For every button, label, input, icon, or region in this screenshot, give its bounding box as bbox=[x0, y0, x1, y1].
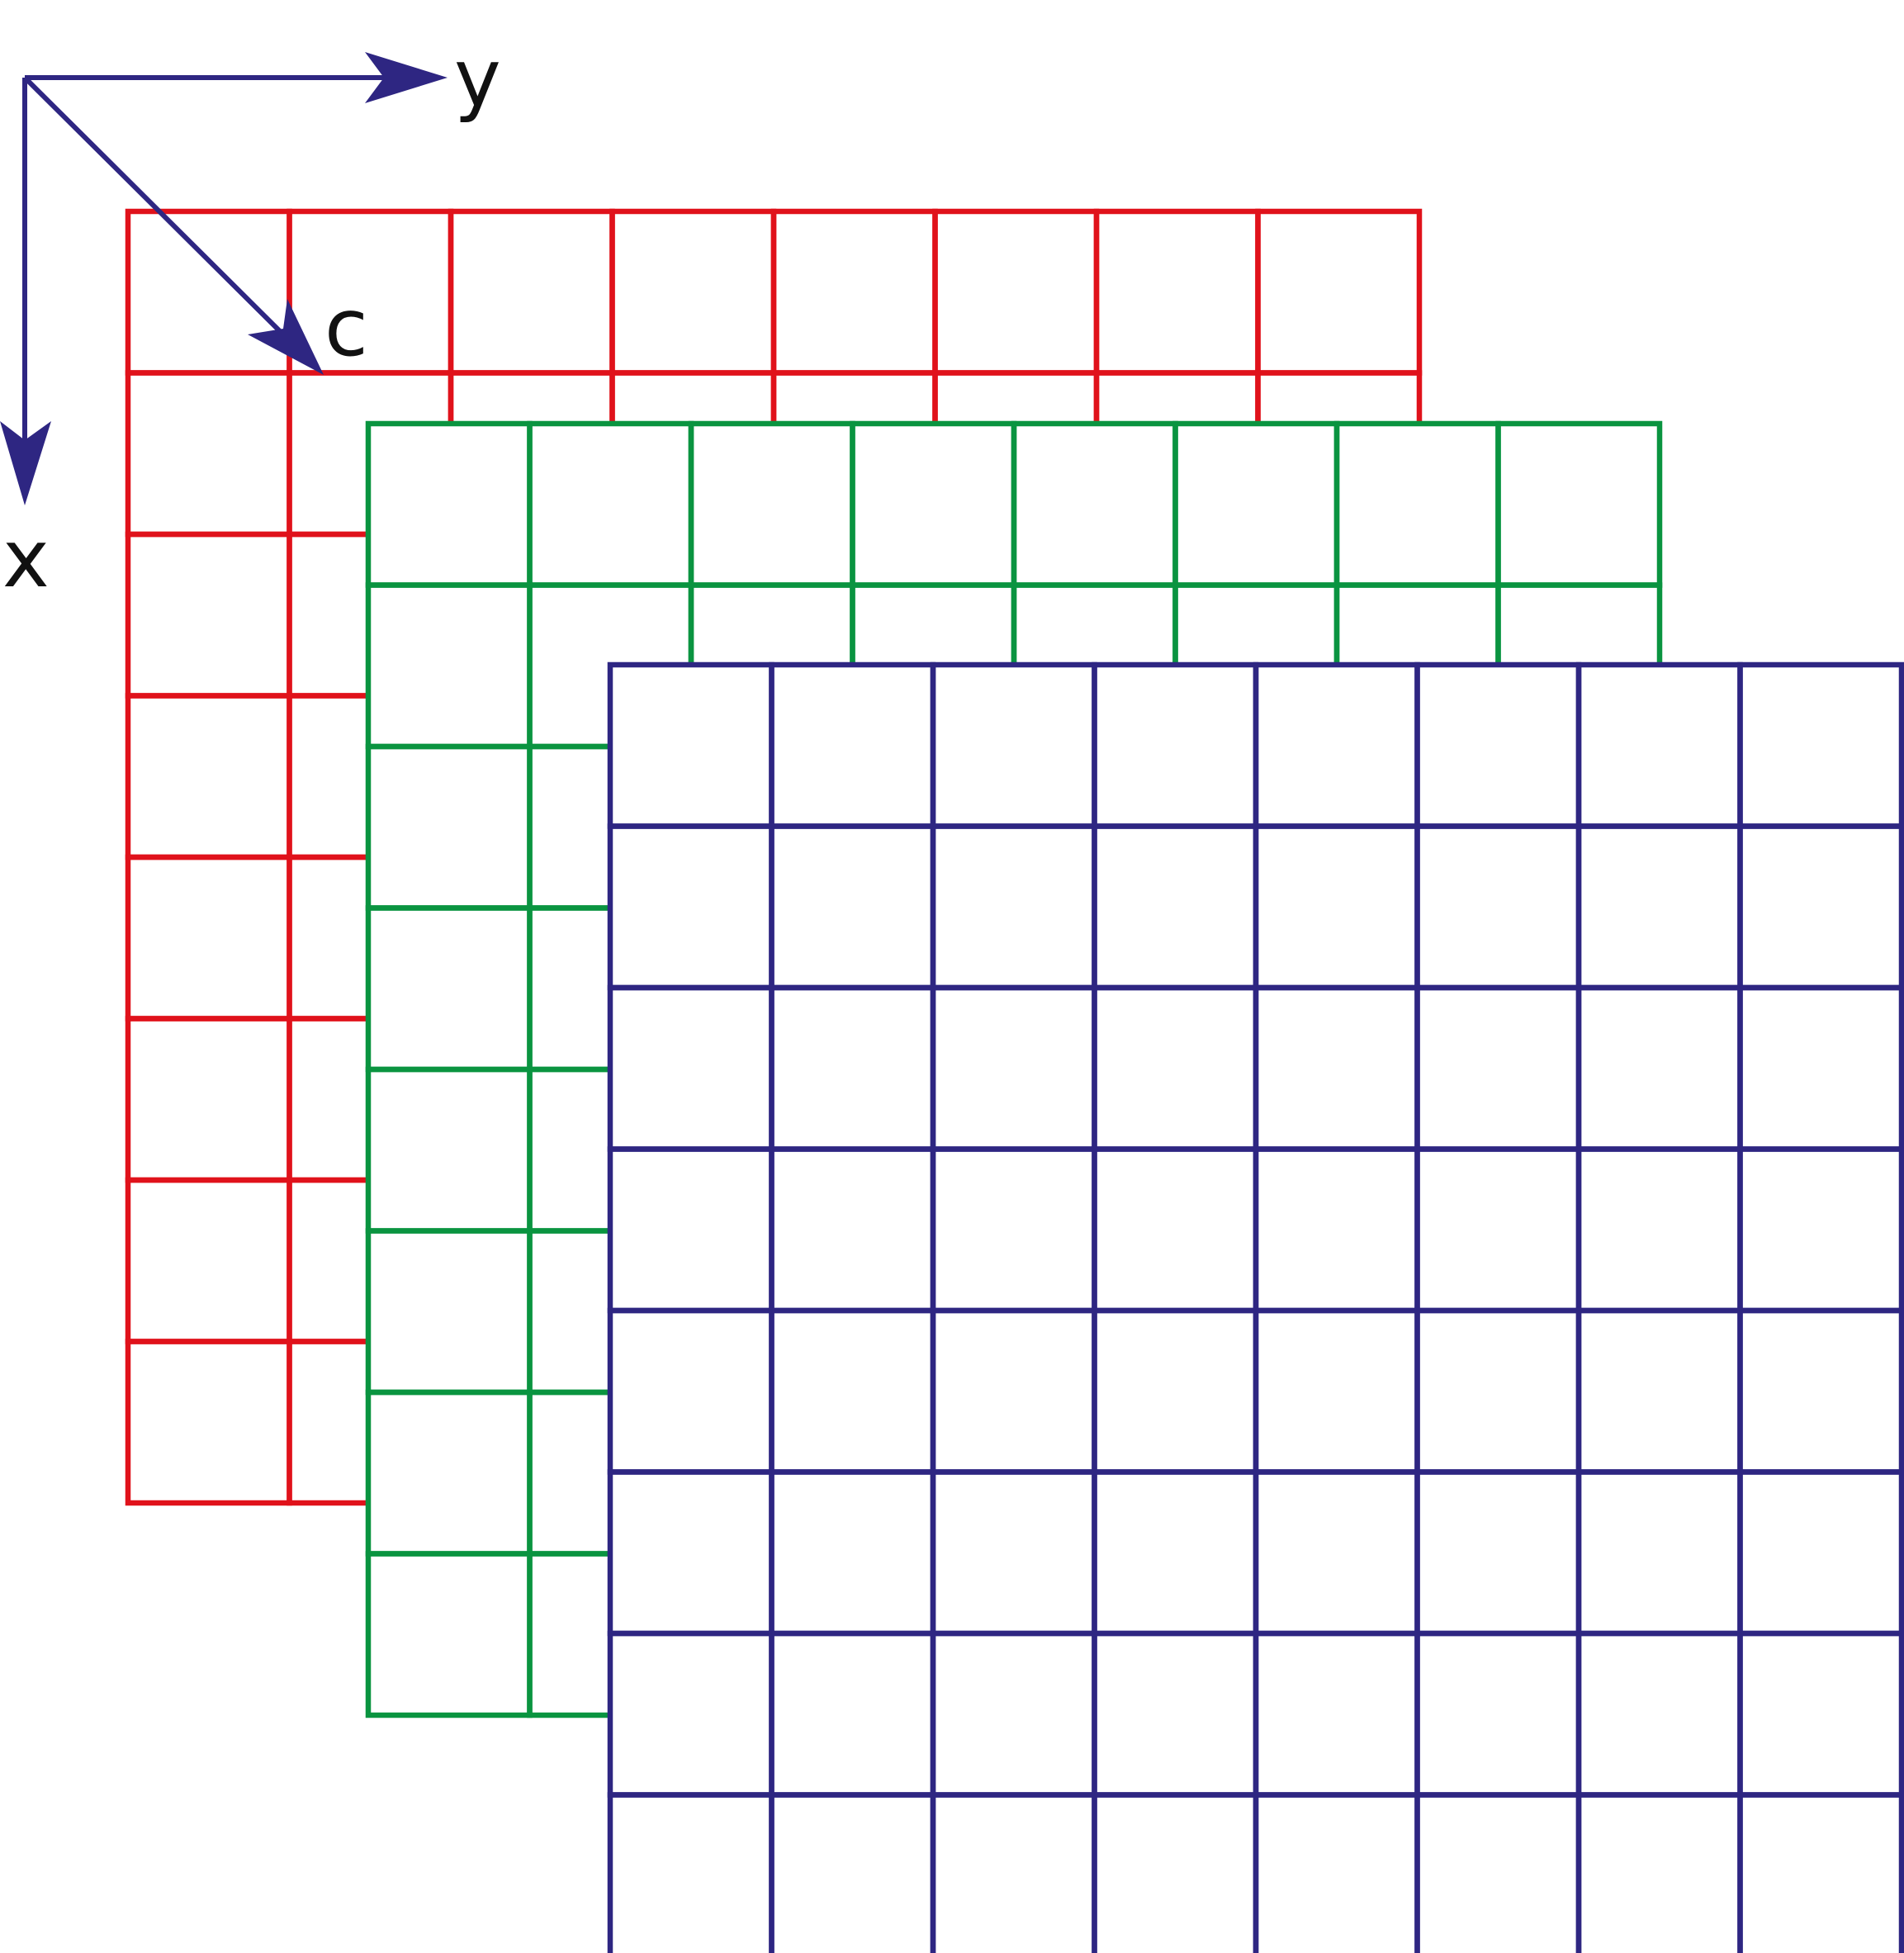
layer-blue bbox=[607, 661, 1904, 1953]
x-axis-label: x bbox=[2, 513, 50, 605]
c-axis-arrowhead bbox=[248, 299, 324, 375]
layer-blue-cell bbox=[1737, 1792, 1904, 1953]
channel-layers bbox=[125, 208, 1904, 1953]
axes: y x c bbox=[0, 32, 501, 605]
y-axis-arrowhead bbox=[365, 52, 448, 103]
x-axis-arrowhead bbox=[0, 421, 51, 505]
c-axis-label: c bbox=[324, 282, 368, 374]
c-axis-line bbox=[22, 75, 298, 349]
y-axis-label: y bbox=[454, 32, 501, 125]
